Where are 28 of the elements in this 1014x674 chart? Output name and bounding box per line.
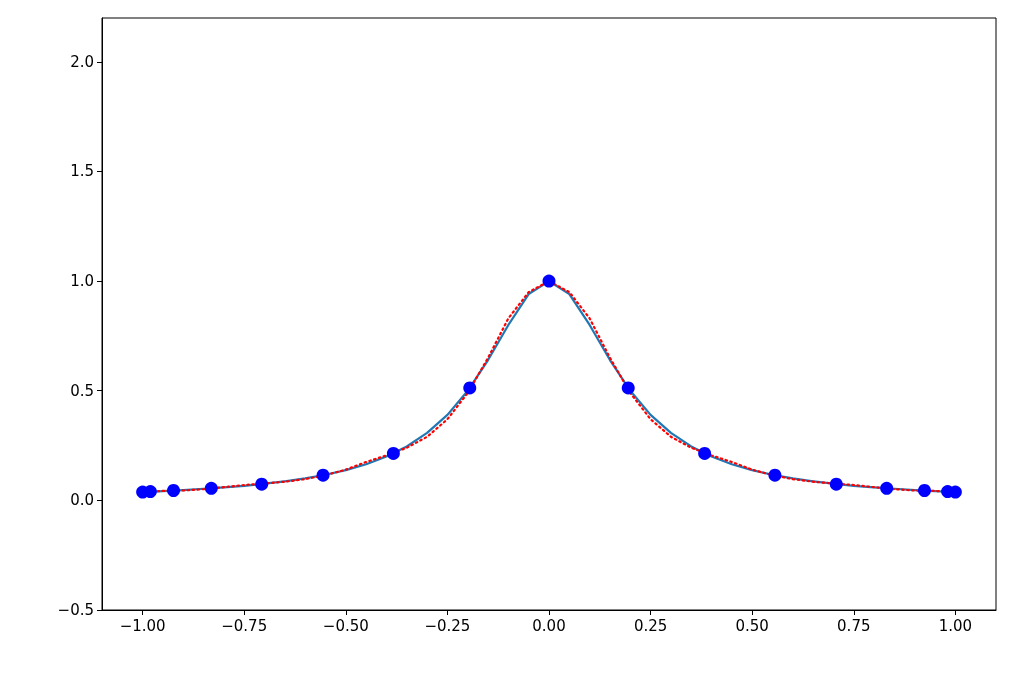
y-tick-label: 0.0 (70, 491, 94, 510)
x-tick-label: 0.25 (633, 616, 668, 635)
point (255, 477, 269, 491)
x-tick-label: −1.00 (119, 616, 166, 635)
x-tick-label: 0.50 (735, 616, 769, 635)
x-tick-label: 0.00 (532, 616, 566, 635)
x-tick-label: −0.25 (424, 616, 471, 635)
point (768, 468, 782, 482)
x-tick-label: −0.50 (322, 616, 369, 635)
point (880, 481, 894, 495)
point (829, 477, 843, 491)
point (463, 381, 477, 395)
y-tick-label: −0.5 (57, 601, 94, 619)
point (917, 484, 931, 497)
x-tick-label: 1.00 (938, 616, 973, 635)
point (621, 381, 635, 395)
x-tick-label: −0.75 (221, 616, 268, 635)
y-tick-label: 2.0 (70, 52, 94, 71)
y-tick-label: 1.5 (70, 162, 94, 181)
point (542, 274, 556, 288)
point (316, 468, 330, 482)
point (698, 446, 712, 460)
point (386, 446, 400, 460)
point (167, 484, 181, 497)
point (204, 481, 218, 495)
x-tick-label: 0.75 (837, 616, 871, 635)
y-tick-label: 1.0 (70, 272, 94, 291)
y-tick-label: 0.5 (70, 381, 94, 400)
